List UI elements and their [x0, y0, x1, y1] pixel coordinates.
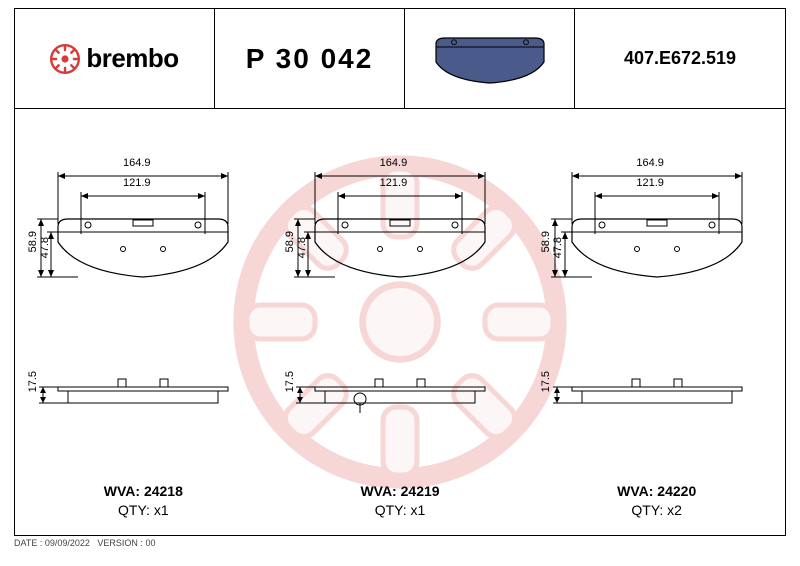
unit-1: 164.9 121.9 58.9 47.8 17.5 [15, 109, 272, 535]
qty-label: QTY: [631, 502, 663, 518]
wva-value: 24218 [144, 483, 183, 499]
dim-outer-height: 58.9 [540, 231, 552, 252]
dim-inner-width: 121.9 [380, 177, 408, 189]
footer: DATE : 09/09/2022 VERSION : 00 [14, 538, 155, 548]
units-row: 164.9 121.9 58.9 47.8 17.5 [15, 109, 785, 535]
drawing-area: 164.9 121.9 58.9 47.8 17.5 [15, 109, 785, 535]
part-number: P 30 042 [246, 43, 374, 75]
wva-label: WVA: [360, 483, 396, 499]
pad-icon-cell [405, 9, 575, 108]
dim-inner-width: 121.9 [636, 177, 664, 189]
dim-outer-height: 58.9 [284, 231, 296, 252]
brembo-logo-icon [50, 44, 80, 74]
pad-side-view [290, 359, 510, 429]
dim-thickness: 17.5 [284, 371, 296, 392]
dim-outer-width: 164.9 [380, 157, 408, 169]
dim-thickness: 17.5 [540, 371, 552, 392]
qty-value: x1 [411, 502, 426, 518]
pad-side-view [33, 359, 253, 429]
wva-value: 24220 [657, 483, 696, 499]
dim-outer-height: 58.9 [27, 231, 39, 252]
brake-pad-icon [430, 29, 550, 89]
unit-2: 164.9 121.9 58.9 47.8 17.5 [272, 109, 529, 535]
qty-label: QTY: [118, 502, 150, 518]
reference-cell: 407.E672.519 [575, 9, 785, 108]
logo-cell: brembo [15, 9, 215, 108]
footer-date-label: DATE : [14, 538, 42, 548]
reference-number: 407.E672.519 [624, 48, 736, 69]
part-number-cell: P 30 042 [215, 9, 405, 108]
unit-info: WVA: 24220 QTY: x2 [528, 482, 785, 521]
dim-outer-width: 164.9 [123, 157, 151, 169]
qty-value: x2 [667, 502, 682, 518]
dim-thickness: 17.5 [27, 371, 39, 392]
qty-value: x1 [154, 502, 169, 518]
wva-value: 24219 [401, 483, 440, 499]
unit-info: WVA: 24218 QTY: x1 [15, 482, 272, 521]
header-row: brembo P 30 042 407.E672.519 [15, 9, 785, 109]
brand-text: brembo [86, 43, 178, 74]
wva-label: WVA: [104, 483, 140, 499]
qty-label: QTY: [375, 502, 407, 518]
footer-version: 00 [145, 538, 155, 548]
dim-inner-height: 47.8 [552, 237, 564, 258]
footer-version-label: VERSION : [97, 538, 143, 548]
pad-side-view [547, 359, 767, 429]
dim-inner-height: 47.8 [39, 237, 51, 258]
drawing-sheet: brembo P 30 042 407.E672.519 [14, 8, 786, 536]
dim-inner-height: 47.8 [296, 237, 308, 258]
wva-label: WVA: [617, 483, 653, 499]
unit-3: 164.9 121.9 58.9 47.8 17.5 WVA [528, 109, 785, 535]
footer-date: 09/09/2022 [45, 538, 90, 548]
brembo-logo: brembo [50, 43, 178, 74]
dim-outer-width: 164.9 [636, 157, 664, 169]
dim-inner-width: 121.9 [123, 177, 151, 189]
unit-info: WVA: 24219 QTY: x1 [272, 482, 529, 521]
